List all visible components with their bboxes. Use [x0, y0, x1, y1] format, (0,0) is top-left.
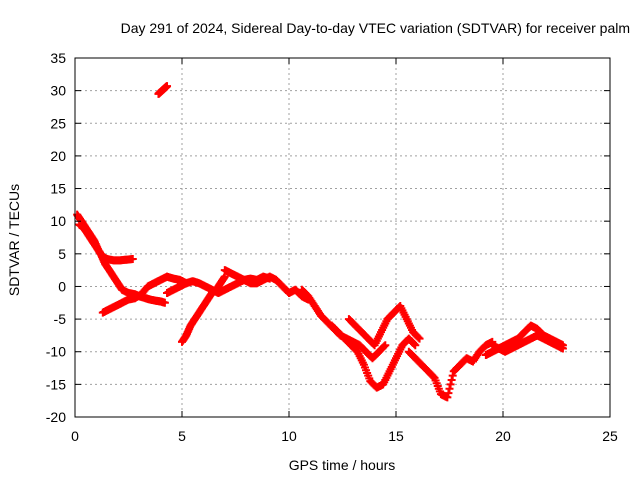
data-point — [447, 376, 456, 385]
grid-lines — [75, 58, 610, 417]
series-early-rise — [98, 272, 191, 317]
x-tick-label: 25 — [602, 428, 618, 444]
data-point — [558, 344, 567, 353]
x-tick-label: 10 — [281, 428, 297, 444]
x-tick-label: 0 — [71, 428, 79, 444]
data-points — [73, 82, 567, 402]
series-spikes — [344, 302, 424, 350]
y-tick-label: 10 — [50, 213, 66, 229]
y-tick-label: -5 — [54, 311, 67, 327]
y-tick-label: 30 — [50, 83, 66, 99]
data-point — [443, 393, 452, 402]
data-point — [410, 340, 419, 349]
plot-border — [74, 57, 611, 418]
series-dip-branch — [178, 272, 229, 346]
y-tick-label: -15 — [46, 376, 66, 392]
data-point — [445, 384, 454, 393]
y-tick-label: 20 — [50, 148, 66, 164]
series-isolated-high — [154, 82, 172, 98]
data-point — [163, 82, 172, 91]
data-point — [411, 341, 420, 350]
data-point — [446, 380, 455, 389]
x-tick-label: 15 — [388, 428, 404, 444]
y-tick-label: -20 — [46, 409, 66, 425]
data-point — [444, 389, 453, 398]
data-point — [160, 298, 169, 307]
data-point — [448, 371, 457, 380]
data-point — [380, 342, 389, 351]
series-plateau — [220, 266, 313, 304]
y-axis-title: SDTVAR / TECUs — [6, 184, 22, 296]
x-axis-ticks: 0 5 10 15 20 25 — [71, 58, 618, 444]
series-descent — [297, 285, 390, 363]
x-tick-label: 20 — [495, 428, 511, 444]
y-tick-label: 35 — [50, 50, 66, 66]
y-tick-label: -10 — [46, 344, 66, 360]
series-deep-trough — [404, 337, 497, 402]
y-tick-label: 5 — [58, 246, 66, 262]
x-tick-label: 5 — [178, 428, 186, 444]
data-point — [415, 334, 424, 343]
data-point — [128, 255, 137, 264]
chart-title: Day 291 of 2024, Sidereal Day-to-day VTE… — [121, 20, 630, 36]
y-tick-label: 25 — [50, 115, 66, 131]
data-point — [381, 341, 390, 350]
series-lower-branch — [75, 220, 169, 307]
y-tick-label: 15 — [50, 181, 66, 197]
data-point — [414, 333, 423, 342]
series-lower-trough — [327, 321, 420, 392]
y-tick-label: 0 — [58, 278, 66, 294]
y-axis-ticks: -20 -15 -10 -5 0 5 10 15 20 25 30 35 — [46, 50, 610, 425]
series-late-band — [488, 331, 567, 356]
x-axis-title: GPS time / hours — [289, 457, 396, 473]
